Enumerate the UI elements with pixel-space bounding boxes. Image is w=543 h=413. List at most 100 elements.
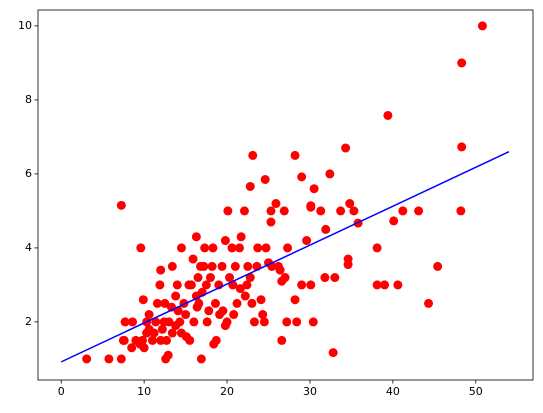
point: [227, 243, 237, 253]
point: [253, 243, 263, 253]
point: [389, 216, 399, 226]
x-tick-label: 20: [220, 385, 234, 398]
point: [185, 335, 195, 345]
point: [297, 172, 307, 182]
point: [279, 206, 289, 216]
point: [220, 236, 230, 246]
point: [142, 328, 152, 338]
point: [457, 142, 467, 152]
point: [306, 280, 316, 290]
y-tick-label: 10: [18, 19, 32, 32]
point: [229, 310, 239, 320]
point: [259, 317, 269, 327]
y-tick-label: 4: [25, 241, 32, 254]
point: [316, 206, 326, 216]
point: [393, 280, 403, 290]
point: [349, 206, 359, 216]
point: [136, 243, 146, 253]
point: [128, 317, 138, 327]
fit-line: [60, 151, 510, 363]
point: [309, 184, 319, 194]
point: [188, 254, 198, 264]
point: [104, 354, 114, 364]
point: [200, 243, 210, 253]
point: [306, 202, 316, 212]
point: [191, 291, 201, 301]
point: [131, 335, 141, 345]
point: [167, 328, 177, 338]
point: [398, 206, 408, 216]
point: [176, 328, 186, 338]
point: [157, 324, 167, 334]
point: [297, 280, 307, 290]
point: [234, 243, 244, 253]
point: [336, 206, 346, 216]
point: [243, 261, 253, 271]
point: [477, 21, 487, 31]
point: [119, 335, 129, 345]
point: [147, 335, 157, 345]
point: [282, 317, 292, 327]
point: [372, 280, 382, 290]
point: [202, 317, 212, 327]
point: [155, 280, 165, 290]
point: [456, 206, 466, 216]
point: [176, 243, 186, 253]
point: [167, 261, 177, 271]
point: [196, 354, 206, 364]
point: [199, 261, 209, 271]
point: [192, 302, 202, 312]
point: [230, 261, 240, 271]
point: [380, 280, 390, 290]
point: [172, 280, 182, 290]
point: [127, 343, 137, 353]
point: [414, 206, 424, 216]
point: [159, 317, 169, 327]
point: [152, 298, 162, 308]
point: [372, 243, 382, 253]
point: [209, 339, 219, 349]
point: [215, 310, 225, 320]
point: [345, 199, 355, 209]
point: [261, 243, 271, 253]
point: [116, 200, 126, 210]
point: [220, 321, 230, 331]
point: [144, 310, 154, 320]
point: [235, 284, 245, 294]
point: [116, 354, 126, 364]
point: [271, 199, 281, 209]
point: [266, 206, 276, 216]
point: [171, 291, 181, 301]
point: [245, 273, 255, 283]
x-tick-label: 10: [137, 385, 151, 398]
point: [330, 273, 340, 283]
point: [207, 261, 217, 271]
point: [328, 348, 338, 358]
point: [138, 295, 148, 305]
point: [277, 276, 287, 286]
point: [260, 174, 270, 184]
point: [151, 317, 161, 327]
point: [239, 206, 249, 216]
point: [223, 206, 233, 216]
point: [247, 298, 257, 308]
point: [343, 260, 353, 270]
point: [193, 273, 203, 283]
point: [156, 265, 166, 275]
point: [256, 295, 266, 305]
point: [242, 280, 252, 290]
point: [290, 150, 300, 160]
point: [189, 317, 199, 327]
point: [191, 232, 201, 242]
point: [248, 150, 258, 160]
point: [283, 243, 293, 253]
point: [308, 317, 318, 327]
plot-frame: [37, 9, 534, 381]
point: [325, 169, 335, 179]
y-tick-label: 8: [25, 93, 32, 106]
point: [208, 243, 218, 253]
point: [321, 224, 331, 234]
point: [210, 298, 220, 308]
